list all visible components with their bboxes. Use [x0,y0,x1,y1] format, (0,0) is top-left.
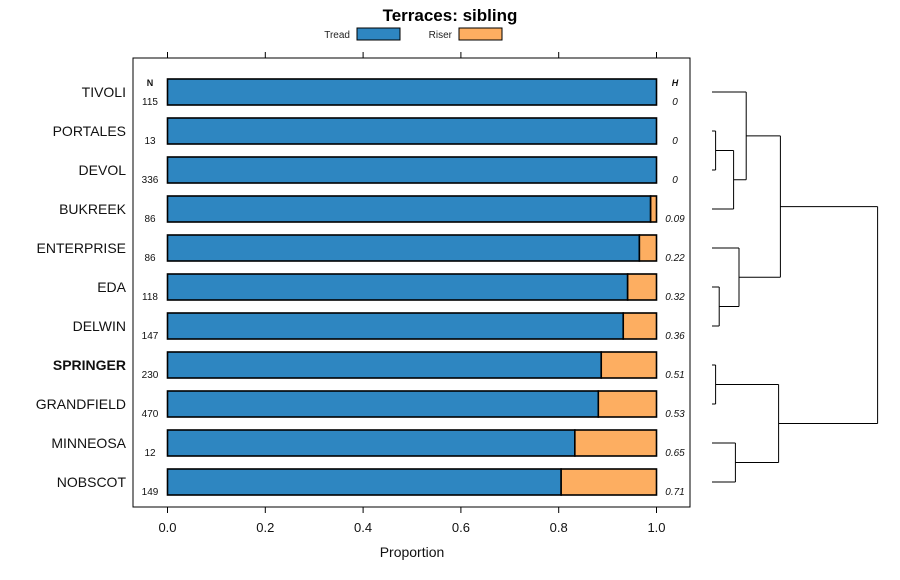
bar-tread-nobscot [166,468,562,496]
site-label-portales: PORTALES [53,123,126,139]
dendrogram [712,91,879,483]
bar-tread-portales [166,117,658,145]
site-label-enterprise: ENTERPRISE [37,240,126,256]
h-value-grandfield: 0.53 [665,409,685,420]
bar-riser-enterprise [638,234,658,262]
site-label-eda: EDA [97,279,126,295]
h-value-bukreek: 0.09 [665,214,685,225]
bar-riser-grandfield [597,390,658,418]
h-value-minneosa: 0.65 [665,448,685,459]
n-value-delwin: 147 [142,331,159,342]
bar-riser-bukreek [649,195,658,223]
h-value-devol: 0 [672,175,678,186]
legend: Tread Riser [324,27,503,41]
bar-riser-delwin [622,312,658,340]
x-tick-label: 0.6 [452,520,470,535]
site-label-springer: SPRINGER [53,357,126,373]
x-tick-label: 0.8 [550,520,568,535]
site-label-devol: DEVOL [79,162,127,178]
x-axis-title: Proportion [380,544,445,560]
legend-label-tread: Tread [324,30,350,41]
n-value-bukreek: 86 [144,214,156,225]
n-value-eda: 118 [142,292,158,303]
bar-tread-minneosa [166,429,576,457]
legend-swatch-tread [356,27,401,41]
n-value-springer: 230 [142,370,159,381]
bar-riser-springer [600,351,658,379]
x-tick-label: 0.2 [256,520,274,535]
x-tick-label: 1.0 [647,520,665,535]
h-value-nobscot: 0.71 [665,487,684,498]
axes: 0.0 0.2 0.4 0.6 0.8 1.0 [158,52,666,535]
site-label-minneosa: MINNEOSA [51,435,126,451]
h-value-springer: 0.51 [665,370,684,381]
n-column-head: N [147,78,154,88]
bar-tread-bukreek [166,195,652,223]
legend-label-riser: Riser [429,30,453,41]
bar-tread-delwin [166,312,625,340]
site-label-tivoli: TIVOLI [82,84,126,100]
h-value-tivoli: 0 [672,97,678,108]
chart-title: Terraces: sibling [383,6,518,25]
plot-frame [132,57,691,508]
bar-riser-eda [626,273,658,301]
site-label-grandfield: GRANDFIELD [36,396,126,412]
site-label-delwin: DELWIN [73,318,126,334]
h-value-delwin: 0.36 [665,331,685,342]
h-value-portales: 0 [672,136,678,147]
bar-tread-springer [166,351,603,379]
n-value-grandfield: 470 [142,409,159,420]
n-value-enterprise: 86 [144,253,156,264]
n-value-tivoli: 115 [142,97,158,108]
bar-tread-devol [166,156,658,184]
bars: TIVOLI 115 0 PORTALES 13 0 DEVOL 336 0 BUKREEK 86 0… [36,78,685,498]
bar-tread-grandfield [166,390,600,418]
bar-riser-minneosa [574,429,658,457]
site-label-bukreek: BUKREEK [59,201,127,217]
x-tick-label: 0.0 [158,520,176,535]
x-tick-label: 0.4 [354,520,372,535]
n-value-minneosa: 12 [144,448,156,459]
h-value-enterprise: 0.22 [665,253,685,264]
legend-swatch-riser [458,27,503,41]
h-value-eda: 0.32 [665,292,685,303]
bar-tread-tivoli [166,78,658,106]
n-value-nobscot: 149 [142,487,159,498]
bar-tread-enterprise [166,234,641,262]
n-value-devol: 336 [142,175,159,186]
bar-riser-nobscot [560,468,658,496]
h-column-head: H [672,78,679,88]
site-label-nobscot: NOBSCOT [57,474,127,490]
bar-tread-eda [166,273,629,301]
n-value-portales: 13 [144,136,156,147]
